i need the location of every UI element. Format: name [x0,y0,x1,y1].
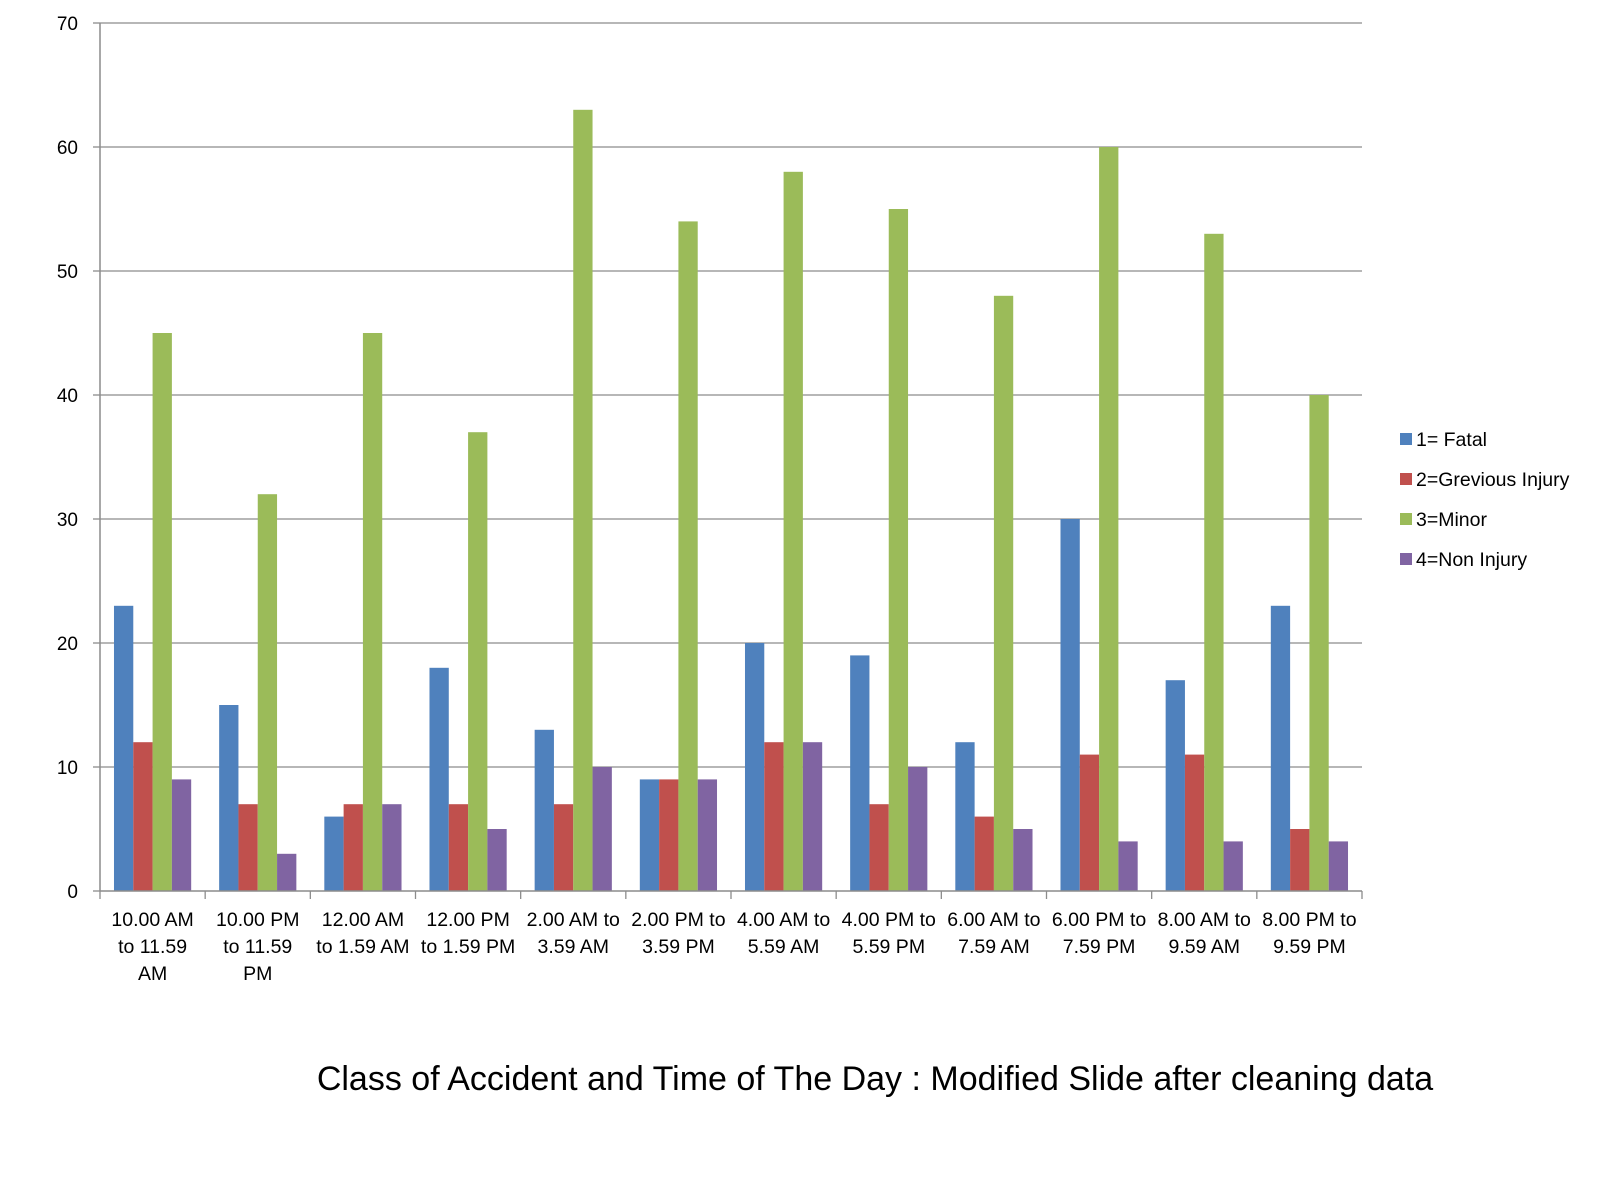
bar [573,109,593,892]
bar [1290,829,1310,891]
bar [1223,841,1243,891]
legend-label: 4=Non Injury [1416,549,1527,571]
bar [888,209,909,891]
bar [382,804,402,891]
bar [324,816,344,891]
x-tick-label: 8.00 PM to 9.59 PM [1262,909,1356,958]
bar [659,779,679,891]
bar [678,221,698,891]
bars [113,109,1349,892]
bar [429,667,449,891]
y-tick-label: 70 [57,14,78,35]
bar [1204,233,1224,892]
bar [1165,680,1185,891]
bar [744,643,765,891]
bar [1328,841,1349,891]
bar [697,779,718,891]
y-axis-ticks: 0 10 20 30 40 50 60 70 [57,14,100,903]
x-tick-label: 2.00 AM to 3.59 AM [527,909,620,958]
bar [468,432,488,891]
legend-swatch [1400,513,1412,525]
bar [592,767,612,891]
legend-label: 1= Fatal [1416,429,1487,451]
y-tick-label: 30 [57,510,78,531]
bar [993,295,1014,891]
bar [534,729,554,891]
y-tick-label: 50 [57,262,78,283]
x-tick-label: 6.00 PM to 7.59 PM [1052,909,1146,958]
x-tick-label: 4.00 AM to 5.59 AM [737,909,830,958]
bar [974,816,994,891]
x-tick-label: 10.00 AM to 11.59 AM [111,909,193,985]
gridlines [100,22,1362,768]
y-tick-label: 10 [57,758,78,779]
bar [238,804,258,891]
y-tick-label: 40 [57,386,78,407]
bar [1309,395,1329,891]
bar [113,605,134,891]
bar [1270,605,1291,891]
bar [343,804,363,891]
bar [802,742,823,891]
x-tick-label: 4.00 PM to 5.59 PM [842,909,936,958]
bar [219,705,239,891]
x-tick-label: 6.00 AM to 7.59 AM [947,909,1040,958]
bar [1118,841,1138,891]
bar [1013,829,1033,891]
bar [257,494,278,891]
bar [133,742,153,891]
x-tick-label: 12.00 AM to 1.59 AM [316,909,409,958]
x-tick-label: 8.00 AM to 9.59 AM [1158,909,1251,958]
bar [171,779,192,891]
bar [639,779,660,891]
legend-swatch [1400,433,1412,445]
bar [955,742,975,891]
bar [1060,519,1080,891]
bar [869,804,889,891]
legend-label: 2=Grevious Injury [1416,469,1570,491]
bar [908,767,928,891]
bar [783,171,803,892]
x-tick-label: 12.00 PM to 1.59 PM [421,909,515,958]
y-tick-label: 0 [67,882,78,903]
x-tick-label: 10.00 PM to 11.59 PM [216,909,299,985]
x-tick-label: 2.00 PM to 3.59 PM [631,909,725,958]
bar [362,333,383,891]
bar [487,829,507,891]
y-tick-label: 20 [57,634,78,655]
bar [1184,754,1205,891]
legend: 1= Fatal 2=Grevious Injury 3=Minor 4=Non In… [1400,429,1570,571]
x-axis-ticks: 10.00 AM to 11.59 AM 10.00 PM to 11.59 PM 12.0… [99,891,1363,985]
legend-label: 3=Minor [1416,509,1487,531]
bar [553,804,574,891]
bar [764,742,784,891]
bar [850,655,870,891]
bar [152,333,172,891]
bar [448,804,469,891]
chart-title: Class of Accident and Time of The Day : … [316,1060,1434,1098]
bar [1099,147,1119,891]
legend-swatch [1400,553,1412,565]
y-tick-label: 60 [57,138,78,159]
legend-swatch [1400,473,1412,485]
bar [277,853,297,891]
bar [1079,754,1100,891]
